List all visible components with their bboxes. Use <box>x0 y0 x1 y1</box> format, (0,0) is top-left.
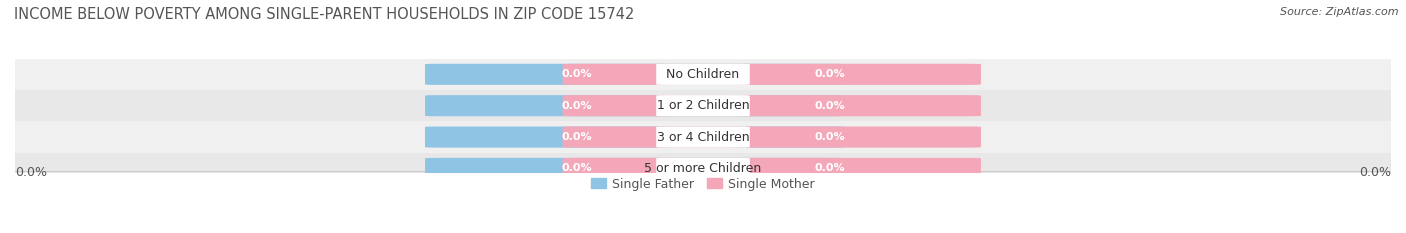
Text: 0.0%: 0.0% <box>1360 166 1391 179</box>
FancyBboxPatch shape <box>425 127 844 148</box>
FancyBboxPatch shape <box>562 64 981 85</box>
Text: Source: ZipAtlas.com: Source: ZipAtlas.com <box>1281 7 1399 17</box>
Text: INCOME BELOW POVERTY AMONG SINGLE-PARENT HOUSEHOLDS IN ZIP CODE 15742: INCOME BELOW POVERTY AMONG SINGLE-PARENT… <box>14 7 634 22</box>
FancyBboxPatch shape <box>657 158 749 179</box>
FancyBboxPatch shape <box>425 158 844 179</box>
FancyBboxPatch shape <box>562 95 981 116</box>
Text: 0.0%: 0.0% <box>814 163 845 173</box>
Text: 0.0%: 0.0% <box>561 101 592 111</box>
FancyBboxPatch shape <box>425 95 844 116</box>
Text: 0.0%: 0.0% <box>561 69 592 79</box>
Bar <box>15 121 1391 153</box>
Text: 0.0%: 0.0% <box>814 101 845 111</box>
FancyBboxPatch shape <box>562 158 981 179</box>
Bar <box>15 90 1391 121</box>
FancyBboxPatch shape <box>657 127 749 148</box>
Text: 3 or 4 Children: 3 or 4 Children <box>657 130 749 144</box>
Bar <box>15 59 1391 90</box>
Text: 0.0%: 0.0% <box>814 132 845 142</box>
FancyBboxPatch shape <box>425 64 844 85</box>
Text: 0.0%: 0.0% <box>561 132 592 142</box>
Text: 0.0%: 0.0% <box>814 69 845 79</box>
Text: 0.0%: 0.0% <box>15 166 46 179</box>
FancyBboxPatch shape <box>562 127 981 148</box>
Bar <box>15 153 1391 184</box>
Text: 1 or 2 Children: 1 or 2 Children <box>657 99 749 112</box>
FancyBboxPatch shape <box>657 95 749 116</box>
Legend: Single Father, Single Mother: Single Father, Single Mother <box>586 172 820 195</box>
Text: No Children: No Children <box>666 68 740 81</box>
FancyBboxPatch shape <box>657 64 749 85</box>
Text: 0.0%: 0.0% <box>561 163 592 173</box>
Text: 5 or more Children: 5 or more Children <box>644 162 762 175</box>
